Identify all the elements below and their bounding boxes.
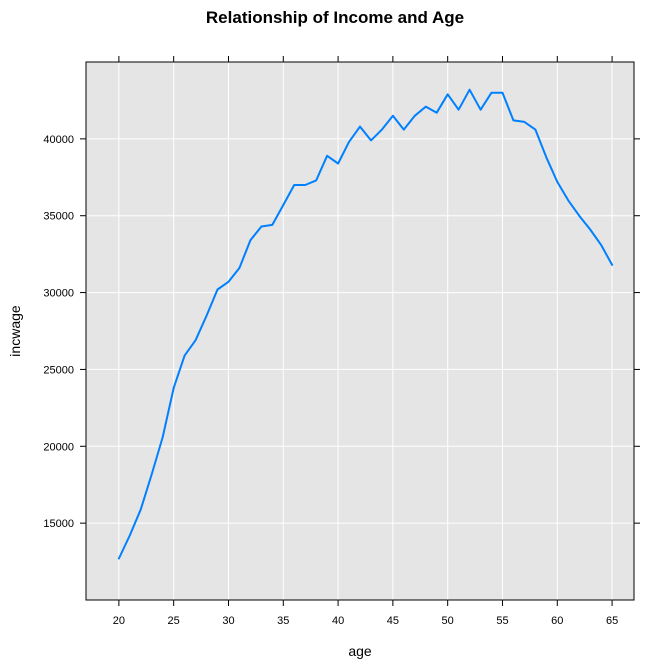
x-tick-label: 25	[168, 615, 180, 627]
x-tick-labels: 20 25 30 35 40 45 50 55 60 65	[113, 615, 618, 627]
y-axis-label: incwage	[7, 305, 23, 357]
x-axis-label: age	[348, 643, 372, 659]
x-tick-label: 45	[387, 615, 399, 627]
y-tick-label: 15000	[43, 518, 74, 530]
y-tick-label: 20000	[43, 441, 74, 453]
x-tick-label: 65	[606, 615, 618, 627]
plot-border	[85, 61, 635, 601]
y-tick-label: 40000	[43, 134, 74, 146]
axis-ticks	[80, 56, 640, 606]
x-tick-label: 60	[551, 615, 563, 627]
x-tick-label: 40	[332, 615, 344, 627]
y-tick-label: 30000	[43, 288, 74, 300]
y-tick-label: 35000	[43, 211, 74, 223]
y-tick-label: 25000	[43, 364, 74, 376]
y-tick-labels: 15000 20000 25000 30000 35000 40000	[43, 134, 74, 530]
x-tick-label: 50	[442, 615, 454, 627]
x-tick-label: 35	[277, 615, 289, 627]
grid-lines	[86, 62, 634, 600]
x-tick-label: 55	[496, 615, 508, 627]
income-line	[117, 88, 614, 560]
x-tick-label: 30	[222, 615, 234, 627]
plot-background	[86, 62, 634, 600]
chart-title: Relationship of Income and Age	[206, 8, 464, 27]
x-tick-label: 20	[113, 615, 125, 627]
